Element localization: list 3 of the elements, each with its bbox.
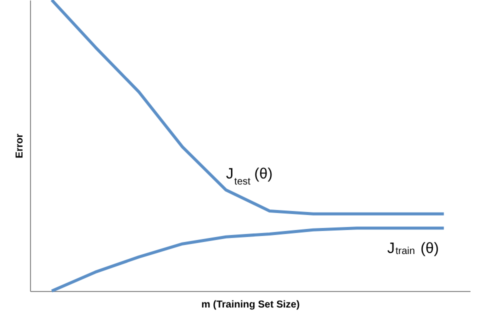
y-axis-title: Error <box>14 134 26 158</box>
series-label: Jtrain(θ) <box>387 240 439 258</box>
x-axis-title: m (Training Set Size) <box>201 300 300 310</box>
